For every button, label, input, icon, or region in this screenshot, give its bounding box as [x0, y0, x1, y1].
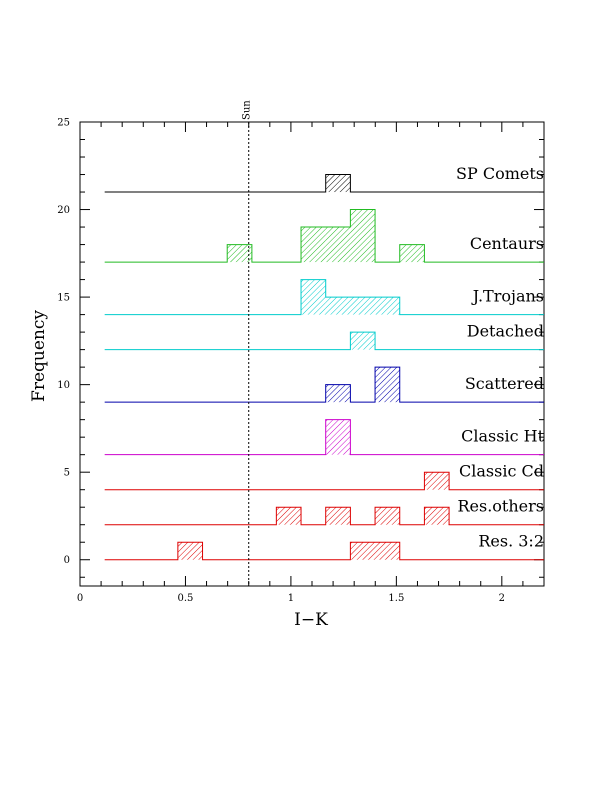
histogram-outline [104, 209, 544, 263]
histogram-bar [301, 227, 326, 263]
y-axis-label: Frequency [29, 310, 49, 402]
series-group: SP Comets Centaurs J.Trojans Detached Scatte… [104, 164, 545, 561]
series-sp-comets: SP Comets [104, 164, 544, 193]
histogram-bar [424, 472, 450, 490]
series-classic-ht: Classic Ht [104, 419, 545, 456]
series-label: Detached [467, 322, 544, 341]
histogram-bar [325, 384, 351, 403]
histogram-bar [375, 542, 400, 560]
sun-label: Sun [242, 100, 253, 120]
series-scattered: Scattered [104, 366, 544, 403]
x-tick-label: 0 [77, 593, 83, 604]
y-tick-label: 15 [57, 293, 70, 304]
histogram-outline [104, 506, 544, 526]
series-label: SP Comets [456, 164, 544, 183]
histogram-bar [276, 507, 302, 525]
y-tick-label: 25 [57, 118, 70, 129]
histogram-bar [375, 507, 400, 525]
x-tick-label: 1.5 [388, 593, 404, 604]
series-label: Res.others [457, 497, 544, 516]
axis-labels: I−K Frequency [29, 310, 328, 630]
series-label: Res. 3:2 [478, 532, 544, 551]
histogram-outline [104, 471, 544, 491]
histogram-bar [399, 244, 425, 263]
histogram-outline [104, 419, 544, 456]
series-label: Classic Ht [461, 427, 544, 446]
series-label: J.Trojans [471, 287, 544, 306]
histogram-outline [104, 366, 544, 403]
histogram-bar [301, 279, 326, 315]
histogram-outline [104, 331, 544, 351]
histogram-bar [424, 507, 450, 525]
series-label: Scattered [465, 374, 544, 393]
x-tick-label: 1 [288, 593, 294, 604]
histogram-outline [104, 279, 544, 316]
histogram-bar [375, 297, 400, 315]
y-tick-label: 10 [57, 380, 70, 391]
histogram-outline [104, 174, 544, 193]
histogram-bar [350, 297, 376, 315]
series-res-others: Res.others [104, 497, 544, 526]
series-detached: Detached [104, 322, 544, 351]
histogram-bar [350, 332, 376, 350]
histogram-bar [375, 367, 400, 403]
y-tick-label: 0 [64, 555, 70, 566]
reference-group: Sun [242, 100, 253, 586]
histogram-bar [177, 542, 203, 560]
histogram-outline [104, 541, 544, 561]
series-res-3-2: Res. 3:2 [104, 532, 544, 561]
series-centaurs: Centaurs [104, 209, 544, 263]
histogram-bar [325, 507, 351, 525]
y-tick-label: 5 [64, 468, 70, 479]
y-tick-label: 20 [57, 205, 70, 216]
series-label: Centaurs [470, 234, 544, 253]
x-axis-label: I−K [294, 610, 328, 630]
histogram-bar [350, 209, 376, 263]
series-classic-cd: Classic Cd [104, 462, 544, 491]
x-tick-label: 0.5 [178, 593, 194, 604]
histogram-bar [325, 419, 351, 455]
series-j-trojans: J.Trojans [104, 279, 544, 316]
series-label: Classic Cd [459, 462, 544, 481]
histogram-bar [325, 174, 351, 193]
histogram-bar [325, 227, 351, 263]
histogram-bar [350, 542, 376, 560]
histogram-bar [325, 297, 351, 315]
x-tick-label: 2 [499, 593, 505, 604]
histogram-bar [227, 244, 252, 263]
